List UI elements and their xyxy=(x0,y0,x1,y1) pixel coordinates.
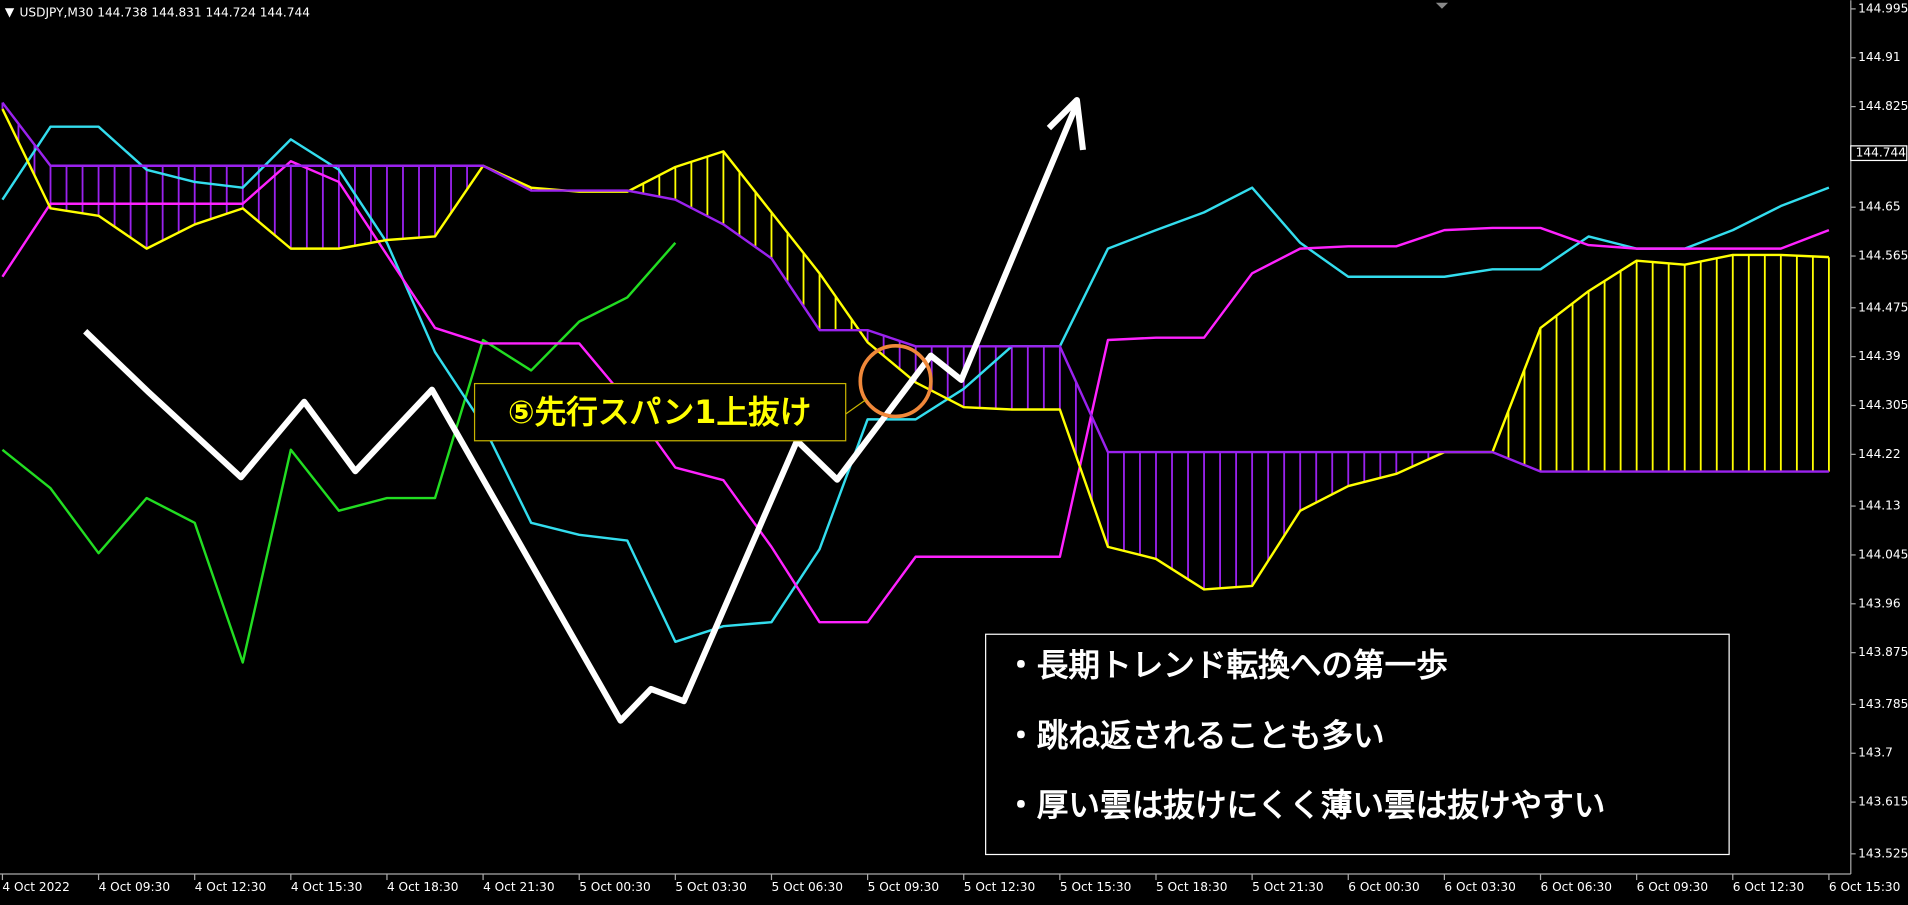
y-tick-label: 144.995 xyxy=(1858,1,1908,15)
plot-area xyxy=(1,101,1830,664)
x-tick-label: 5 Oct 09:30 xyxy=(868,880,940,894)
y-tick-label: 144.91 xyxy=(1858,50,1901,64)
x-tick-label: 5 Oct 18:30 xyxy=(1156,880,1228,894)
notes-box xyxy=(985,633,1730,856)
quote-high: 144.831 xyxy=(151,5,201,19)
note: ・跳ね返されることも多い xyxy=(1005,719,1385,755)
note: ・長期トレンド転換への第一歩 xyxy=(1005,648,1448,684)
x-tick-label: 5 Oct 03:30 xyxy=(675,880,747,894)
y-tick-label: 144.825 xyxy=(1858,99,1908,113)
y-tick-label: 144.39 xyxy=(1858,349,1901,363)
x-tick-label: 5 Oct 00:30 xyxy=(579,880,651,894)
breakout-circle xyxy=(858,344,933,419)
series-line xyxy=(1,108,1829,591)
series-line xyxy=(1,125,1830,644)
y-tick-label: 143.525 xyxy=(1858,846,1908,860)
x-tick-label: 5 Oct 12:30 xyxy=(964,880,1036,894)
price-marker-box xyxy=(1850,145,1908,162)
x-tick-label: 5 Oct 15:30 xyxy=(1060,880,1132,894)
y-tick-label: 144.565 xyxy=(1858,249,1908,263)
quote-close: 144.744 xyxy=(260,5,311,19)
callout-box xyxy=(473,382,847,442)
callout-text: ⑤先行スパン1上抜け xyxy=(508,395,811,431)
annotations: ⑤先行スパン1上抜け ・長期トレンド転換への第一歩 ・跳ね返されることも多い ・… xyxy=(83,97,1730,856)
x-tick-label: 6 Oct 00:30 xyxy=(1348,880,1420,894)
series-line xyxy=(1,160,1830,624)
y-tick-label: 143.785 xyxy=(1858,697,1908,711)
callout-line xyxy=(845,398,867,415)
series-line xyxy=(1,241,677,664)
x-tick-label: 4 Oct 12:30 xyxy=(195,880,267,894)
y-tick-label: 144.13 xyxy=(1858,499,1901,513)
quote-low: 144.724 xyxy=(206,5,257,19)
series-line xyxy=(1,101,1829,473)
x-tick-label: 4 Oct 09:30 xyxy=(99,880,171,894)
x-tick-label: 5 Oct 06:30 xyxy=(771,880,843,894)
y-tick-label: 143.875 xyxy=(1858,645,1908,659)
x-tick-label: 6 Oct 09:30 xyxy=(1637,880,1709,894)
y-tick-label: 143.96 xyxy=(1858,596,1901,610)
x-tick-label: 6 Oct 06:30 xyxy=(1541,880,1613,894)
y-tick-label: 144.22 xyxy=(1858,447,1901,461)
x-tick-label: 6 Oct 15:30 xyxy=(1829,880,1901,894)
x-tick-label: 4 Oct 18:30 xyxy=(387,880,459,894)
y-tick-label: 144.65 xyxy=(1858,200,1901,214)
header-arrow: ▼ xyxy=(5,5,15,19)
x-tick-label: 4 Oct 2022 xyxy=(2,880,69,894)
y-tick-label: 143.7 xyxy=(1858,746,1893,760)
note: ・厚い雲は抜けにくく薄い雲は抜けやすい xyxy=(1005,788,1605,824)
x-tick-label: 5 Oct 21:30 xyxy=(1252,880,1324,894)
quote-open: 144.738 xyxy=(97,5,147,19)
x-tick-label: 6 Oct 12:30 xyxy=(1733,880,1805,894)
y-tick-label: 144.045 xyxy=(1858,547,1908,561)
y-tick-label: 144.475 xyxy=(1858,300,1908,314)
x-tick-label: 4 Oct 15:30 xyxy=(291,880,363,894)
header: USDJPY,M30 144.738 144.831 144.724 144.7… xyxy=(19,5,310,19)
price-marker-label: 144.744 xyxy=(1856,146,1907,160)
shift-marker xyxy=(1435,2,1449,9)
trend-arrow xyxy=(83,102,1080,724)
symbol: USDJPY,M30 xyxy=(19,5,93,19)
x-tick-label: 4 Oct 21:30 xyxy=(483,880,555,894)
x-tick-label: 6 Oct 03:30 xyxy=(1444,880,1516,894)
arrow-head xyxy=(1046,97,1087,151)
y-tick-label: 143.615 xyxy=(1858,795,1908,809)
y-tick-label: 144.305 xyxy=(1858,398,1908,412)
